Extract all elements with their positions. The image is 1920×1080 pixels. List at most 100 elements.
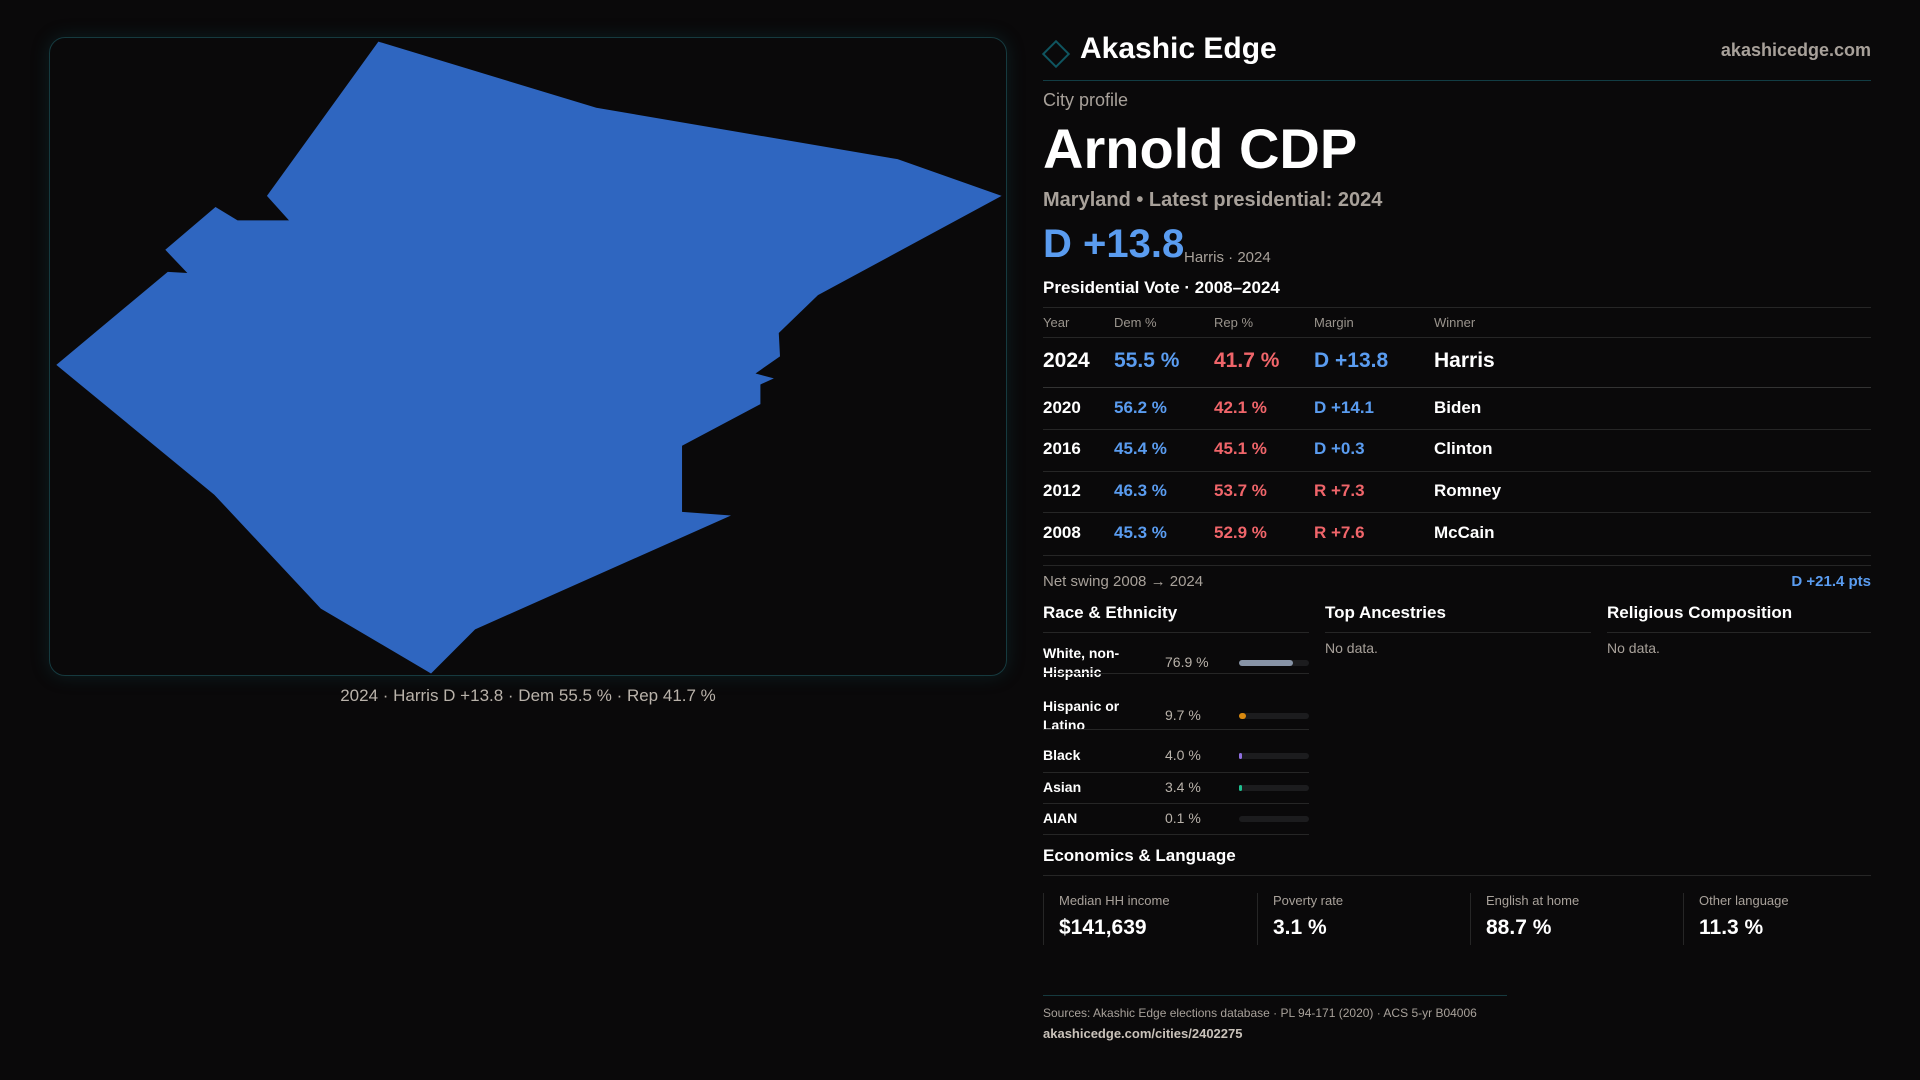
race-label: White, non-Hispanic xyxy=(1043,645,1120,680)
econ-card-label: Other language xyxy=(1699,893,1789,908)
econ-card-label: English at home xyxy=(1486,893,1580,908)
vote-year-cell: 2016 xyxy=(1043,439,1081,458)
race-title: Race & Ethnicity xyxy=(1043,603,1178,622)
race-bar-track xyxy=(1239,713,1309,719)
race-pct: 4.0 % xyxy=(1165,746,1201,763)
col-year: Year xyxy=(1043,315,1070,330)
econ-card-value: 11.3 % xyxy=(1699,916,1764,939)
race-bar-fill xyxy=(1239,752,1242,759)
city-boundary-shape[interactable] xyxy=(56,41,1002,674)
vote-year-cell: 2024 xyxy=(1043,349,1090,372)
econ-card: Poverty rate 3.1 % xyxy=(1257,893,1457,945)
divider xyxy=(1325,632,1591,633)
vote-winner-cell: Romney xyxy=(1434,481,1502,500)
map-caption: 2024 · Harris D +13.8 · Dem 55.5 % · Rep… xyxy=(340,686,716,705)
row-divider xyxy=(1043,387,1871,388)
divider xyxy=(1043,875,1871,876)
row-divider xyxy=(1043,729,1309,730)
vote-winner-cell: Clinton xyxy=(1434,439,1493,458)
econ-card-label: Median HH income xyxy=(1059,893,1170,908)
vote-year-cell: 2012 xyxy=(1043,481,1081,500)
headline-margin-note: Harris · 2024 xyxy=(1184,249,1271,266)
econ-card-value: $141,639 xyxy=(1059,916,1147,939)
econ-card-value: 88.7 % xyxy=(1486,916,1552,939)
econ-card: Other language 11.3 % xyxy=(1683,893,1883,945)
religion-title: Religious Composition xyxy=(1607,603,1793,622)
race-bar-track xyxy=(1239,752,1309,759)
vote-winner-cell: Harris xyxy=(1434,349,1495,372)
divider xyxy=(1043,337,1871,338)
row-divider xyxy=(1043,772,1309,773)
vote-year-cell: 2020 xyxy=(1043,398,1081,417)
divider xyxy=(1607,632,1871,633)
page-title: Arnold CDP xyxy=(1043,117,1358,180)
vote-rep-cell: 45.1 % xyxy=(1214,439,1267,458)
row-divider xyxy=(1043,429,1871,430)
vote-dem-cell: 56.2 % xyxy=(1114,398,1167,417)
vote-rep-cell: 53.7 % xyxy=(1214,481,1267,500)
footer-sources: Sources: Akashic Edge elections database… xyxy=(1043,1006,1477,1020)
headline-margin: D +13.8 xyxy=(1043,222,1185,266)
row-divider xyxy=(1043,834,1309,835)
econ-card-label: Poverty rate xyxy=(1273,893,1344,908)
vote-rep-cell: 52.9 % xyxy=(1214,523,1267,542)
vote-dem-cell: 45.3 % xyxy=(1114,523,1167,542)
vote-winner-cell: Biden xyxy=(1434,398,1482,417)
vote-margin-cell: R +7.3 xyxy=(1314,481,1365,500)
economics-title: Economics & Language xyxy=(1043,846,1236,865)
vote-margin-cell: D +0.3 xyxy=(1314,439,1365,458)
col-winner: Winner xyxy=(1434,315,1476,330)
col-dem: Dem % xyxy=(1114,315,1157,330)
vote-winner-cell: McCain xyxy=(1434,523,1495,542)
divider xyxy=(1043,632,1309,633)
row-divider xyxy=(1043,673,1309,674)
race-label: AIAN xyxy=(1043,810,1078,826)
map-panel[interactable] xyxy=(49,37,1007,676)
vote-rep-cell: 41.7 % xyxy=(1214,349,1280,372)
divider xyxy=(1043,565,1871,566)
vote-dem-cell: 46.3 % xyxy=(1114,481,1167,500)
footer-url[interactable]: akashicedge.com/cities/2402275 xyxy=(1043,1026,1243,1041)
page-kicker: City profile xyxy=(1043,90,1129,110)
footer-divider xyxy=(1043,995,1507,996)
page-subtitle: Maryland • Latest presidential: 2024 xyxy=(1043,189,1383,211)
vote-dem-cell: 45.4 % xyxy=(1114,439,1167,458)
econ-card: Median HH income $141,639 xyxy=(1043,893,1243,945)
divider xyxy=(1043,307,1871,308)
race-pct: 9.7 % xyxy=(1165,707,1201,723)
race-bar-fill xyxy=(1239,660,1293,666)
race-pct: 76.9 % xyxy=(1165,654,1209,670)
vote-margin-cell: D +14.1 xyxy=(1314,398,1375,417)
brand-name: Akashic Edge xyxy=(1080,32,1277,65)
votes-title: Presidential Vote · 2008–2024 xyxy=(1043,278,1280,297)
vote-year-cell: 2008 xyxy=(1043,523,1081,542)
row-divider xyxy=(1043,555,1871,556)
swing-label: Net swing 2008 → 2024 xyxy=(1043,573,1204,590)
swing-value: D +21.4 pts xyxy=(1791,573,1871,590)
vote-rep-cell: 42.1 % xyxy=(1214,398,1267,417)
race-pct: 3.4 % xyxy=(1165,778,1201,795)
race-bar-track xyxy=(1239,815,1309,822)
econ-card: English at home 88.7 % xyxy=(1470,893,1670,945)
vote-dem-cell: 55.5 % xyxy=(1114,349,1180,372)
race-bar-track xyxy=(1239,784,1309,791)
religion-empty: No data. xyxy=(1607,640,1660,656)
ancestries-empty: No data. xyxy=(1325,640,1378,656)
col-rep: Rep % xyxy=(1214,315,1254,330)
race-label: Asian xyxy=(1043,779,1082,795)
row-divider xyxy=(1043,471,1871,472)
race-bar-track xyxy=(1239,660,1309,666)
race-bar-fill xyxy=(1239,713,1246,719)
econ-card-value: 3.1 % xyxy=(1273,916,1327,939)
race-bar-fill xyxy=(1239,784,1242,791)
site-link[interactable]: akashicedge.com xyxy=(1720,40,1871,60)
race-label: Black xyxy=(1043,747,1081,763)
col-margin: Margin xyxy=(1314,315,1354,330)
header-divider xyxy=(1043,80,1871,81)
row-divider xyxy=(1043,803,1309,804)
row-divider xyxy=(1043,512,1871,513)
race-pct: 0.1 % xyxy=(1165,809,1201,826)
vote-margin-cell: D +13.8 xyxy=(1314,349,1389,372)
ancestries-title: Top Ancestries xyxy=(1325,603,1446,622)
